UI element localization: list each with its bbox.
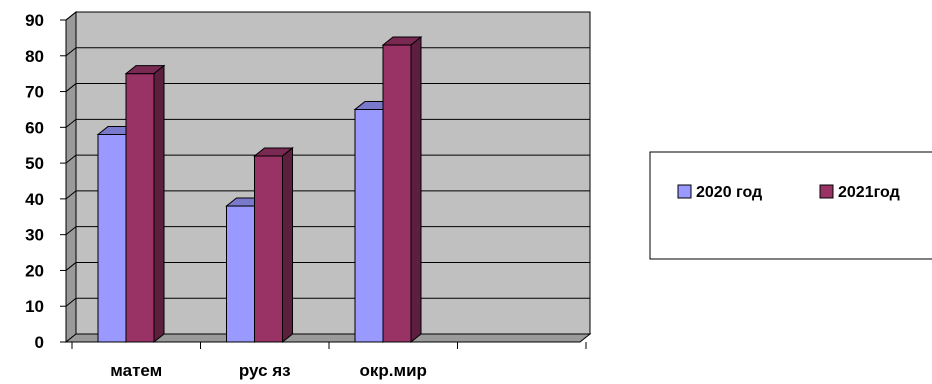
y-axis-ticks: 0 10 20 30 40 50 60 70 80 90: [25, 11, 66, 352]
y-tick-label: 70: [25, 83, 44, 102]
y-tick-label: 80: [25, 47, 44, 66]
y-tick-label: 10: [25, 297, 44, 316]
legend: 2020 год 2021год: [649, 151, 932, 260]
gridline-side: [65, 154, 77, 164]
legend-swatch-2021: [819, 184, 834, 199]
x-axis-ticks: [71, 342, 587, 349]
legend-border: [649, 151, 932, 260]
bar-front: [254, 155, 283, 343]
gridline-side: [65, 226, 77, 236]
y-tick-label: 20: [25, 261, 44, 280]
gridline-side: [65, 11, 77, 21]
x-category-label: матем: [110, 361, 162, 380]
bar-side: [282, 146, 293, 344]
bar-side: [410, 36, 422, 344]
gridline-side: [65, 47, 77, 57]
y-tick-label: 0: [35, 333, 44, 352]
gridline-side: [65, 262, 77, 271]
bar: [381, 36, 423, 344]
bar-front: [97, 133, 127, 343]
y-tick-label: 30: [25, 226, 44, 245]
bar: [253, 146, 294, 344]
gridline-side: [65, 83, 77, 92]
plot-side-wall: [65, 10, 77, 344]
category-labels: матем рус яз окр.мир: [110, 361, 427, 380]
x-category-label: окр.мир: [360, 361, 427, 380]
bar-front: [226, 205, 255, 343]
y-tick-label: 50: [25, 154, 44, 173]
gridline-side: [65, 190, 77, 200]
bar-front: [354, 108, 384, 343]
legend-label-2020: 2020 год: [696, 184, 762, 201]
y-tick-label: 60: [25, 118, 44, 137]
bar-front: [382, 44, 412, 343]
gridline-side: [65, 297, 77, 307]
bar: [124, 64, 166, 344]
gridline-side: [65, 118, 77, 128]
bar-front: [125, 73, 155, 343]
y-tick-label: 40: [25, 190, 44, 209]
bars: [96, 36, 423, 344]
y-tick-label: 90: [25, 11, 44, 30]
x-category-label: рус яз: [239, 361, 291, 380]
bar-side: [153, 64, 165, 344]
legend-swatch-2020: [677, 184, 692, 199]
legend-label-2021: 2021год: [838, 184, 900, 201]
